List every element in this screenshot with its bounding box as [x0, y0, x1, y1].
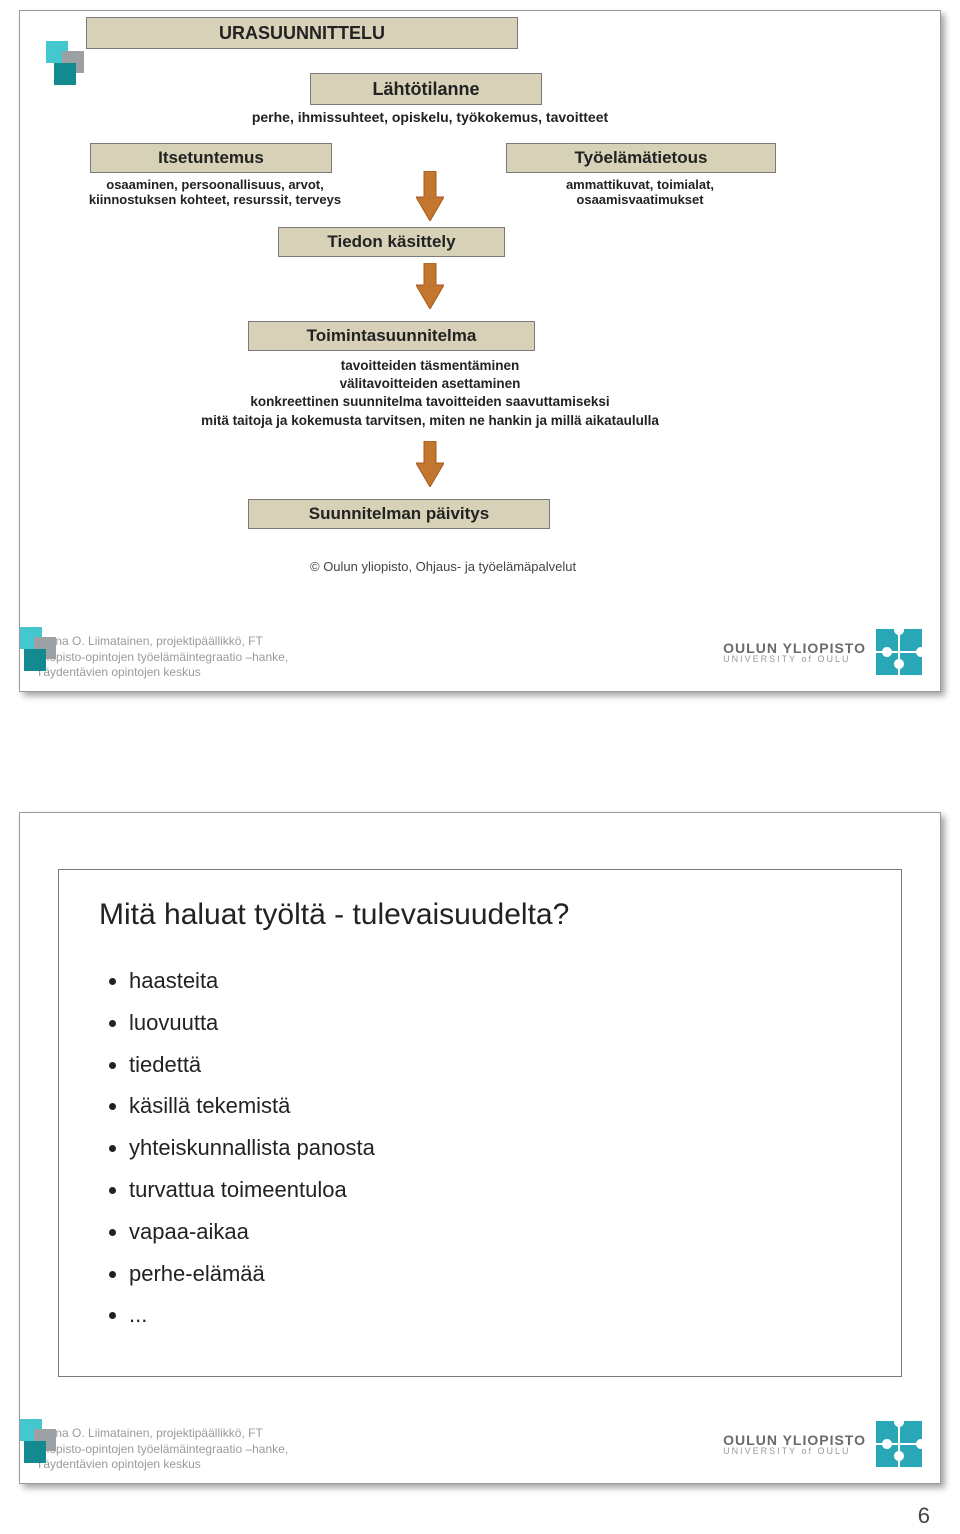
box-update-label: Suunnitelman päivitys	[309, 504, 489, 524]
slide-urasuunnittelu: URASUUNNITTELU Lähtötilanne perhe, ihmis…	[19, 10, 941, 692]
box-left: Itsetuntemus	[90, 143, 332, 173]
arrow-2	[416, 263, 444, 309]
puzzle-icon	[876, 1421, 922, 1467]
left-subtext: osaaminen, persoonallisuus, arvot, kiinn…	[80, 177, 350, 207]
logo-line-2: UNIVERSITY of OULU	[723, 1447, 866, 1456]
box-update: Suunnitelman päivitys	[248, 499, 550, 529]
logo-line-2: UNIVERSITY of OULU	[723, 655, 866, 664]
page-number: 6	[918, 1503, 930, 1529]
credit-line-1: Jaana O. Liimatainen, projektipäällikkö,…	[36, 634, 288, 650]
list-item: luovuutta	[129, 1002, 861, 1044]
content-box: Mitä haluat työltä - tulevaisuudelta? ha…	[58, 869, 902, 1377]
logo-line-1: OULUN YLIOPISTO	[723, 641, 866, 655]
arrow-3	[416, 441, 444, 487]
credits: Jaana O. Liimatainen, projektipäällikkö,…	[36, 1426, 288, 1473]
arrow-1	[416, 171, 444, 221]
list-item: haasteita	[129, 960, 861, 1002]
puzzle-icon	[876, 629, 922, 675]
oulun-logo: OULUN YLIOPISTO UNIVERSITY of OULU	[723, 1421, 922, 1467]
box-plan-label: Toimintasuunnitelma	[307, 326, 477, 346]
credits: Jaana O. Liimatainen, projektipäällikkö,…	[36, 634, 288, 681]
list-item: yhteiskunnallista panosta	[129, 1127, 861, 1169]
box-mid: Tiedon käsittely	[278, 227, 505, 257]
header-box: URASUUNNITTELU	[86, 17, 518, 49]
copyright-text: © Oulun yliopisto, Ohjaus- ja työelämäpa…	[310, 559, 576, 574]
credit-line-3: Täydentävien opintojen keskus	[36, 1457, 288, 1473]
box-right: Työelämätietous	[506, 143, 776, 173]
list-item: tiedettä	[129, 1044, 861, 1086]
oulun-logo: OULUN YLIOPISTO UNIVERSITY of OULU	[723, 629, 922, 675]
slide2-list: haasteitaluovuuttatiedettäkäsillä tekemi…	[99, 960, 861, 1336]
credit-line-2: Yliopisto-opintojen työelämäintegraatio …	[36, 650, 288, 666]
credit-line-3: Täydentävien opintojen keskus	[36, 665, 288, 681]
list-item: ...	[129, 1294, 861, 1336]
list-item: käsillä tekemistä	[129, 1085, 861, 1127]
plan-subtext: tavoitteiden täsmentäminen välitavoittei…	[140, 357, 720, 430]
right-subtext: ammattikuvat, toimialat, osaamisvaatimuk…	[520, 177, 760, 207]
box-right-label: Työelämätietous	[575, 148, 708, 168]
credit-line-2: Yliopisto-opintojen työelämäintegraatio …	[36, 1442, 288, 1458]
box-plan: Toimintasuunnitelma	[248, 321, 535, 351]
slide-tulevaisuus: Mitä haluat työltä - tulevaisuudelta? ha…	[19, 812, 941, 1484]
box-left-label: Itsetuntemus	[158, 148, 264, 168]
header-text: URASUUNNITTELU	[219, 23, 385, 44]
box-start-label: Lähtötilanne	[373, 79, 480, 100]
box-mid-label: Tiedon käsittely	[327, 232, 455, 252]
slide2-title: Mitä haluat työltä - tulevaisuudelta?	[99, 898, 861, 932]
start-subtext: perhe, ihmissuhteet, opiskelu, työkokemu…	[200, 109, 660, 125]
list-item: turvattua toimeentuloa	[129, 1169, 861, 1211]
list-item: perhe-elämää	[129, 1253, 861, 1295]
list-item: vapaa-aikaa	[129, 1211, 861, 1253]
box-start: Lähtötilanne	[310, 73, 542, 105]
credit-line-1: Jaana O. Liimatainen, projektipäällikkö,…	[36, 1426, 288, 1442]
logo-line-1: OULUN YLIOPISTO	[723, 1433, 866, 1447]
